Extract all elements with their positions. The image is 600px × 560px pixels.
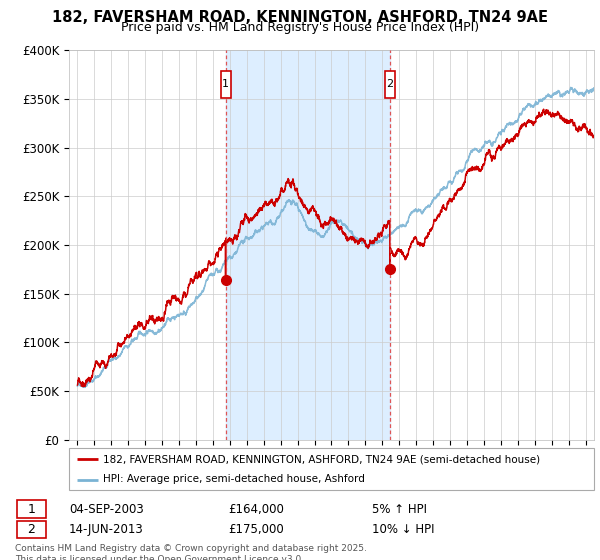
Text: 1: 1 [222,80,229,90]
FancyBboxPatch shape [17,521,46,538]
Text: 10% ↓ HPI: 10% ↓ HPI [372,522,434,536]
Text: Contains HM Land Registry data © Crown copyright and database right 2025.
This d: Contains HM Land Registry data © Crown c… [15,544,367,560]
Text: 2: 2 [386,80,394,90]
Text: 04-SEP-2003: 04-SEP-2003 [69,502,144,516]
Text: 1: 1 [28,502,35,516]
Text: 5% ↑ HPI: 5% ↑ HPI [372,502,427,516]
Text: 14-JUN-2013: 14-JUN-2013 [69,522,144,536]
Text: 182, FAVERSHAM ROAD, KENNINGTON, ASHFORD, TN24 9AE (semi-detached house): 182, FAVERSHAM ROAD, KENNINGTON, ASHFORD… [103,454,540,464]
Bar [226,50,390,440]
Text: Price paid vs. HM Land Registry's House Price Index (HPI): Price paid vs. HM Land Registry's House … [121,21,479,34]
FancyBboxPatch shape [17,501,46,517]
FancyBboxPatch shape [385,71,395,98]
Text: 182, FAVERSHAM ROAD, KENNINGTON, ASHFORD, TN24 9AE: 182, FAVERSHAM ROAD, KENNINGTON, ASHFORD… [52,10,548,25]
FancyBboxPatch shape [69,448,594,490]
Text: £175,000: £175,000 [228,522,284,536]
FancyBboxPatch shape [221,71,231,98]
Text: £164,000: £164,000 [228,502,284,516]
Text: HPI: Average price, semi-detached house, Ashford: HPI: Average price, semi-detached house,… [103,474,365,484]
Text: 2: 2 [28,522,35,536]
